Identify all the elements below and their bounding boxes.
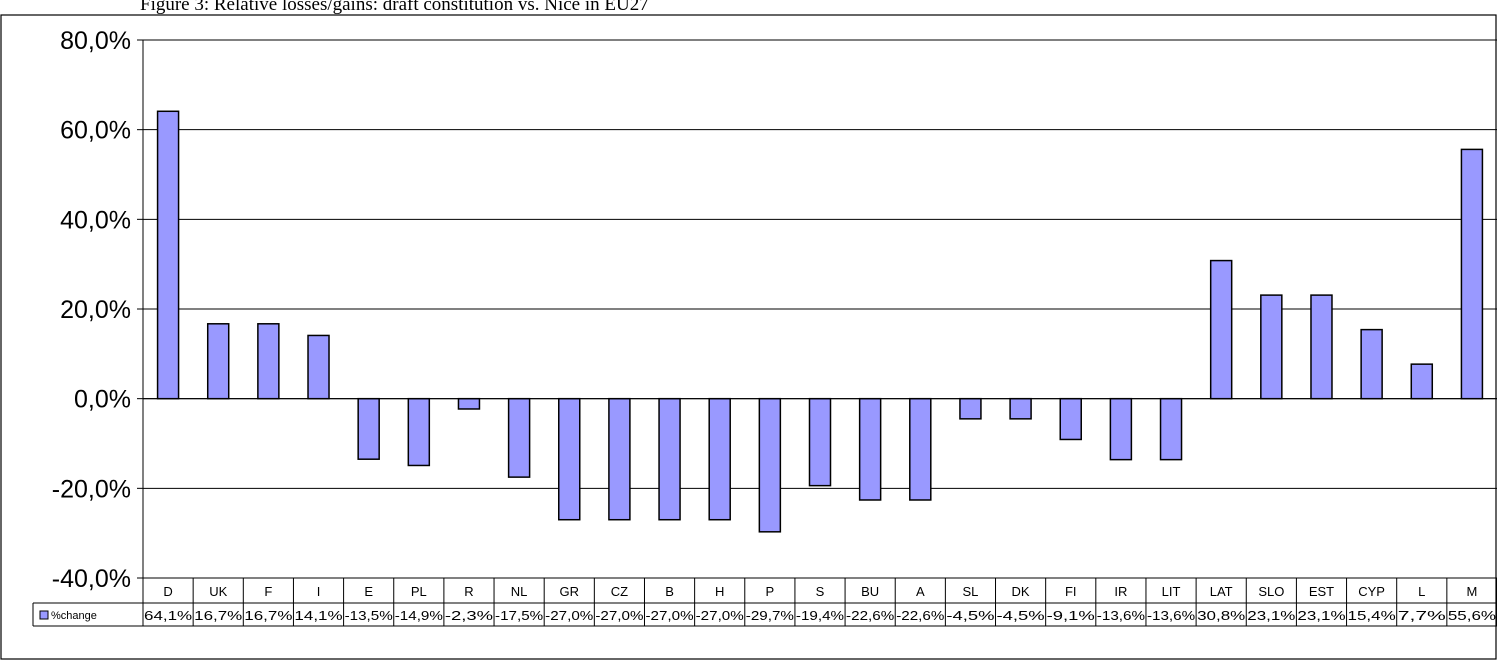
category-label: R <box>464 584 473 599</box>
bar-ir <box>1109 397 1133 461</box>
y-tick-label: 20,0% <box>60 296 131 324</box>
data-label: 23,1% <box>1297 609 1345 623</box>
bar-slo <box>1260 294 1283 400</box>
category-label: A <box>916 584 925 599</box>
category-label: EST <box>1309 584 1334 599</box>
data-label: 14,1% <box>294 609 342 623</box>
category-label: L <box>1418 584 1425 599</box>
data-label: -19,4% <box>796 609 844 623</box>
data-label: -4,5% <box>997 609 1045 623</box>
category-label: B <box>665 584 674 599</box>
data-label: 64,1% <box>144 609 192 623</box>
bar-nl <box>507 397 531 478</box>
category-label: PL <box>411 584 427 599</box>
bar-a <box>909 397 932 501</box>
category-label: SL <box>962 584 978 599</box>
data-label: 55,6% <box>1448 609 1496 623</box>
y-tick-label: 0,0% <box>74 386 131 414</box>
bar-cz <box>608 397 631 521</box>
category-label: I <box>317 584 321 599</box>
category-label: LIT <box>1162 584 1181 599</box>
bar-l <box>1410 363 1434 400</box>
bar-fi <box>1059 397 1082 441</box>
category-label: D <box>163 584 172 599</box>
bar-e <box>357 397 380 460</box>
data-label: 23,1% <box>1247 609 1295 623</box>
bar-h <box>708 397 731 521</box>
chart-area-border <box>0 14 1497 660</box>
category-label: S <box>816 584 825 599</box>
data-label: -9,1% <box>1047 609 1095 623</box>
data-label: 15,4% <box>1348 609 1396 623</box>
data-label: -27,0% <box>545 609 593 623</box>
bar-dk <box>1009 397 1032 420</box>
category-label: UK <box>209 584 227 599</box>
legend-swatch <box>39 610 49 620</box>
data-label: 7,7% <box>1398 609 1446 623</box>
bar-s <box>808 397 832 487</box>
bar-i <box>307 334 330 400</box>
bar-sl <box>959 397 982 420</box>
data-label: -13,5% <box>345 609 393 623</box>
bar-lat <box>1209 259 1233 400</box>
legend-label: %change <box>51 610 97 622</box>
category-label: BU <box>861 584 879 599</box>
category-label: CYP <box>1358 584 1385 599</box>
category-label: H <box>715 584 724 599</box>
data-label: -17,5% <box>495 609 543 623</box>
data-label: -13,6% <box>1147 609 1195 623</box>
data-label: -27,0% <box>696 609 744 623</box>
category-label: DK <box>1012 584 1030 599</box>
category-label: P <box>766 584 775 599</box>
data-label: -13,6% <box>1097 609 1145 623</box>
bar-f <box>257 323 280 400</box>
category-label: FI <box>1065 584 1077 599</box>
data-label: -22,6% <box>846 609 894 623</box>
data-label: 16,7% <box>244 609 292 623</box>
category-label: CZ <box>611 584 628 599</box>
bar-gr <box>558 397 581 521</box>
data-label: -22,6% <box>896 609 944 623</box>
data-label: -29,7% <box>746 609 794 623</box>
bars <box>143 110 1497 533</box>
bar-uk <box>206 323 230 400</box>
category-label: IR <box>1114 584 1127 599</box>
bar-b <box>658 397 681 521</box>
bar-bu <box>858 397 882 501</box>
y-axis: 80,0% 60,0% 40,0% 20,0% 0,0% -20,0% -40,0% <box>52 27 144 593</box>
bar-lit <box>1159 397 1183 461</box>
y-tick-label: -40,0% <box>52 565 131 593</box>
category-label: E <box>364 584 373 599</box>
category-label: F <box>264 584 272 599</box>
data-label: 16,7% <box>194 609 242 623</box>
bar-pl <box>407 397 431 467</box>
bar-d <box>156 110 180 400</box>
data-label: 30,8% <box>1197 609 1245 623</box>
category-label: LAT <box>1210 584 1233 599</box>
figure-caption: Figure 3: Relative losses/gains: draft c… <box>140 0 649 15</box>
bar-est <box>1310 294 1333 400</box>
y-tick-label: -20,0% <box>52 475 131 503</box>
data-table: D64,1%UK16,7%F16,7%I14,1%E-13,5%PL-14,9%… <box>32 578 1497 627</box>
category-label: GR <box>560 584 580 599</box>
category-label: SLO <box>1258 584 1284 599</box>
category-label: NL <box>511 584 528 599</box>
data-label: -27,0% <box>595 609 643 623</box>
y-tick-label: 80,0% <box>60 27 131 55</box>
data-label: -14,9% <box>395 609 443 623</box>
y-tick-label: 60,0% <box>60 117 131 145</box>
bar-r <box>457 397 481 410</box>
category-label: M <box>1467 584 1478 599</box>
data-label: -2,3% <box>445 609 493 623</box>
data-label: -27,0% <box>645 609 693 623</box>
data-label: -4,5% <box>946 609 994 623</box>
y-tick-label: 40,0% <box>60 206 131 234</box>
bar-cyp <box>1360 328 1383 400</box>
bar-p <box>758 397 782 533</box>
bar-m <box>1460 148 1484 400</box>
